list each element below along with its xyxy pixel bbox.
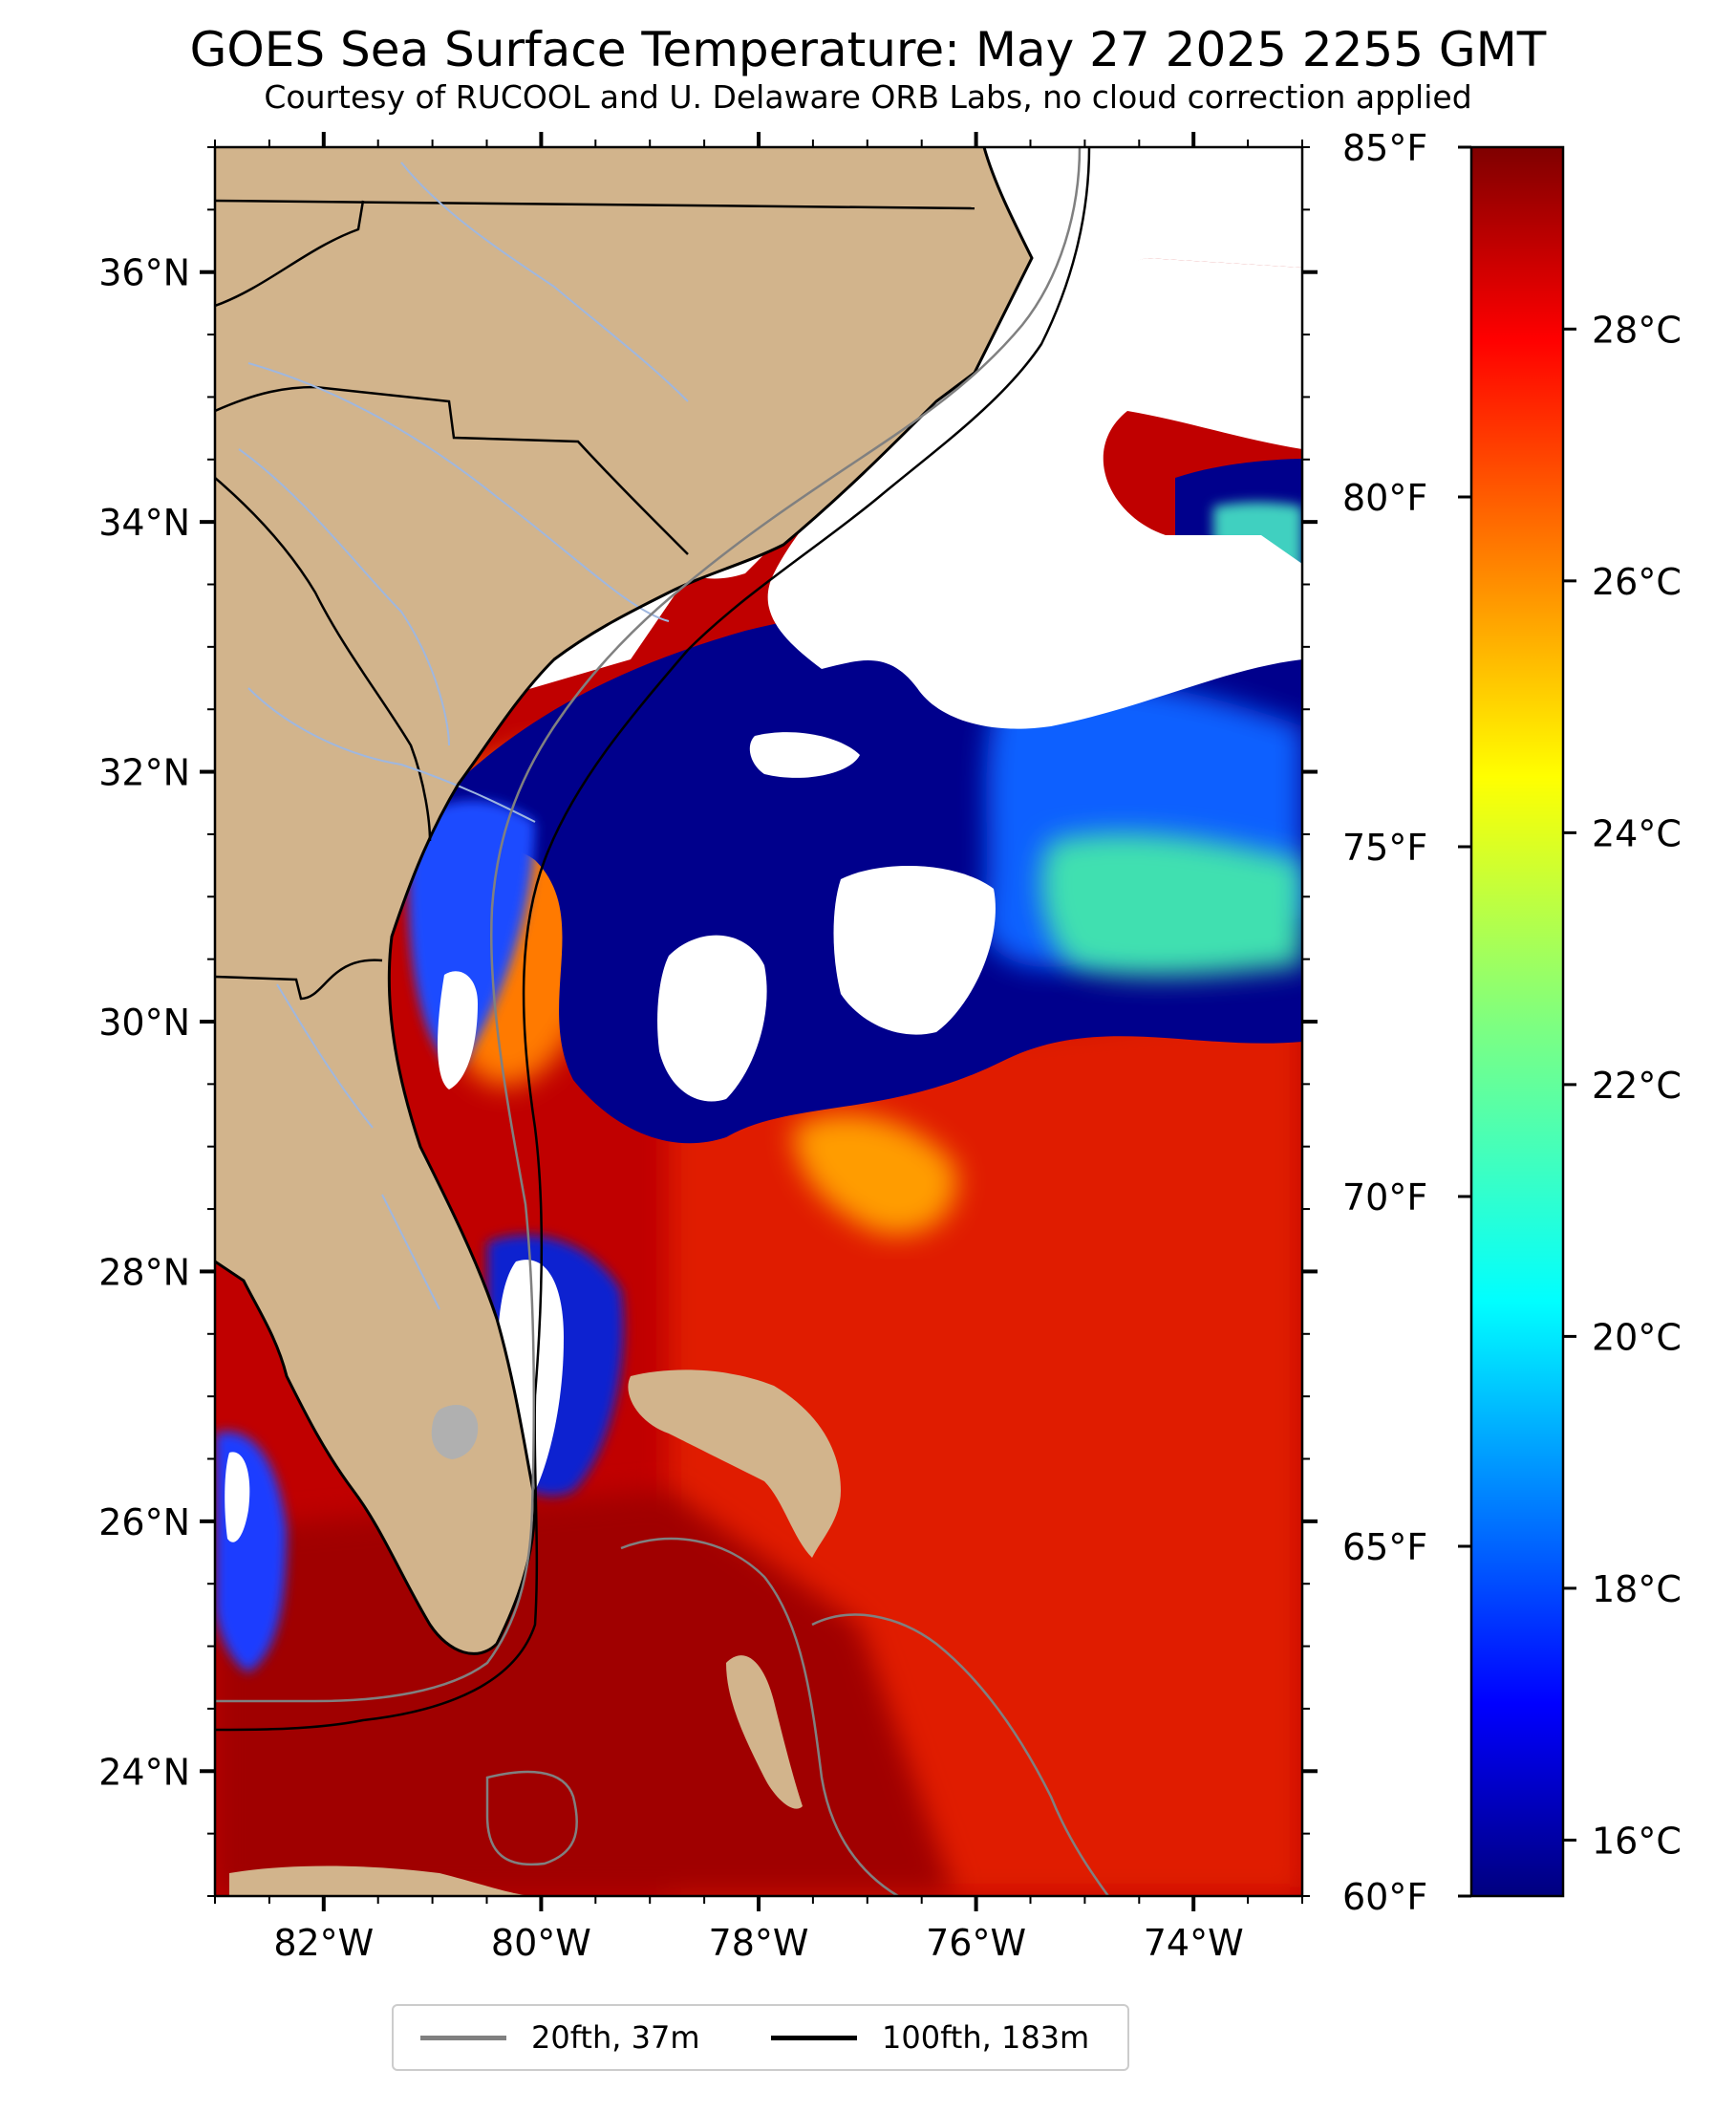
no-data-cloud-2: [833, 866, 996, 1035]
lon-tick-label: 80°W: [491, 1922, 591, 1964]
state-borders: [215, 199, 975, 1001]
fahrenheit-scale: 85°F 80°F 75°F 70°F 65°F 60°F: [1342, 127, 1471, 1918]
celsius-tick-label: 22°C: [1592, 1065, 1682, 1107]
celsius-tick-label: 28°C: [1592, 309, 1682, 351]
lat-tick-label: 36°N: [98, 252, 190, 294]
celsius-tick-label: 16°C: [1592, 1820, 1682, 1862]
nearshore-cool-water: [408, 800, 535, 1070]
lon-tick-label: 78°W: [709, 1922, 809, 1964]
no-data-cloud-1: [657, 935, 767, 1102]
fahrenheit-tick-label: 85°F: [1342, 127, 1427, 169]
map-subtitle: Courtesy of RUCOOL and U. Delaware ORB L…: [264, 78, 1472, 116]
lat-tick-label: 28°N: [98, 1251, 190, 1293]
fahrenheit-tick-label: 80°F: [1342, 477, 1427, 519]
celsius-tick-label: 26°C: [1592, 561, 1682, 603]
land-andros: [726, 1655, 803, 1809]
map-panel: [215, 147, 1302, 1896]
contour-bahamas-west: [620, 1537, 899, 1896]
celsius-scale: 28°C 26°C 24°C 22°C 20°C 18°C 16°C: [1563, 309, 1682, 1862]
contour-cay-sal: [485, 1770, 578, 1866]
legend-swatch-100fth: [771, 2035, 857, 2040]
temperature-colorbar: [1469, 145, 1565, 1898]
contour-legend: 20fth, 37m 100fth, 183m: [392, 2004, 1129, 2071]
lon-tick-label: 82°W: [273, 1922, 374, 1964]
legend-item-100fth: 100fth, 183m: [771, 2006, 1089, 2069]
celsius-tick-label: 24°C: [1592, 812, 1682, 854]
lon-tick-label: 74°W: [1144, 1922, 1244, 1964]
lake-okeechobee: [431, 1405, 479, 1459]
fahrenheit-tick-label: 70°F: [1342, 1176, 1427, 1218]
celsius-tick-label: 20°C: [1592, 1316, 1682, 1358]
contour-bahamas-east: [811, 1613, 1110, 1896]
warm-patch: [793, 1113, 957, 1235]
gulf-stream-core: [215, 1491, 955, 1896]
legend-item-20fth: 20fth, 37m: [420, 2006, 699, 2069]
legend-swatch-20fth: [420, 2035, 506, 2040]
celsius-tick-label: 18°C: [1592, 1568, 1682, 1610]
contour-100fth: [215, 147, 1091, 1732]
legend-label-20fth: 20fth, 37m: [531, 2019, 700, 2056]
coastline: [215, 147, 1034, 1655]
map-title: GOES Sea Surface Temperature: May 27 202…: [189, 22, 1547, 77]
no-data-cloud-6: [225, 1452, 250, 1542]
rivers: [238, 162, 689, 1310]
contour-20fth: [215, 147, 1082, 1703]
no-data-cloud-3: [749, 732, 860, 778]
longitude-labels: 82°W 80°W 78°W 76°W 74°W: [273, 1922, 1243, 1964]
no-data-cloud-5: [438, 971, 478, 1089]
lat-tick-label: 34°N: [98, 502, 190, 544]
land-cuba: [229, 1865, 535, 1896]
lon-tick-label: 76°W: [926, 1922, 1026, 1964]
fahrenheit-tick-label: 65°F: [1342, 1526, 1427, 1568]
lat-tick-label: 30°N: [98, 1002, 190, 1044]
fahrenheit-tick-label: 60°F: [1342, 1876, 1427, 1918]
lat-tick-label: 32°N: [98, 752, 190, 794]
fahrenheit-tick-label: 75°F: [1342, 827, 1427, 869]
transition-water: [1040, 832, 1302, 977]
land-grand-bahama: [628, 1369, 841, 1558]
map-axis-ticks: [200, 132, 1318, 1911]
legend-label-100fth: 100fth, 183m: [882, 2019, 1090, 2056]
land-southeast-us: [215, 147, 1032, 1654]
latitude-labels: 36°N 34°N 32°N 30°N 28°N 26°N 24°N: [98, 252, 190, 1794]
lat-tick-label: 24°N: [98, 1751, 190, 1793]
lat-tick-label: 26°N: [98, 1501, 190, 1543]
